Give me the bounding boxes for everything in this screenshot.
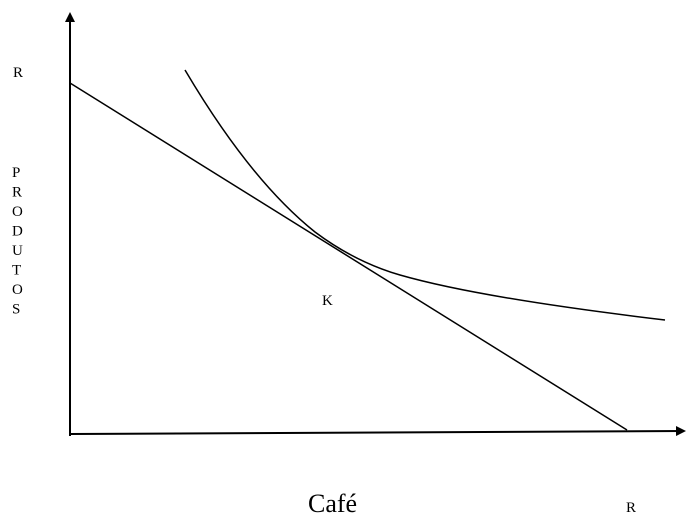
x-axis-label: Café bbox=[308, 489, 357, 518]
point-label: K bbox=[322, 293, 333, 309]
x-axis bbox=[69, 426, 686, 437]
y-axis-top-label: R bbox=[13, 65, 23, 81]
indifference-curve bbox=[184, 69, 666, 321]
budget-line bbox=[69, 82, 628, 431]
x-axis-end-label: R bbox=[626, 500, 636, 516]
